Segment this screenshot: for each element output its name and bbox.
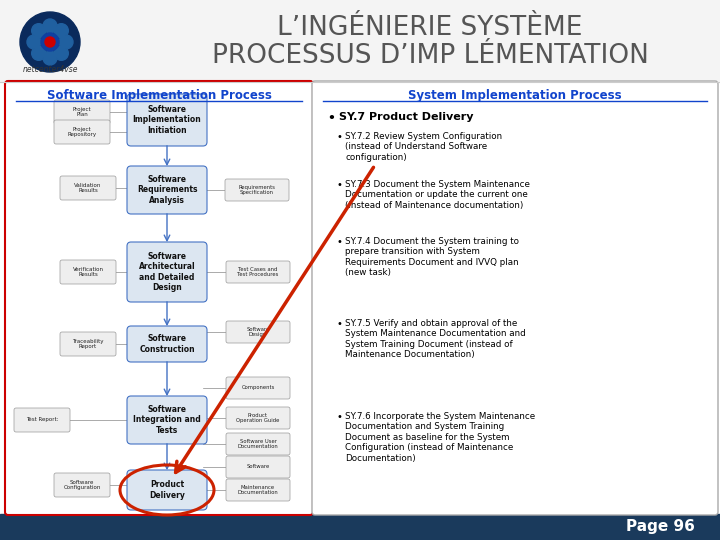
Text: Product
Operation Guide: Product Operation Guide xyxy=(236,413,279,423)
Circle shape xyxy=(43,19,57,33)
Text: SY.7.2 Review System Configuration
(instead of Understand Software
configuration: SY.7.2 Review System Configuration (inst… xyxy=(345,132,502,162)
Text: Software
Implementation
Initiation: Software Implementation Initiation xyxy=(132,105,202,135)
FancyBboxPatch shape xyxy=(14,408,70,432)
FancyBboxPatch shape xyxy=(127,242,207,302)
Circle shape xyxy=(20,12,80,72)
Text: Software
Integration and
Tests: Software Integration and Tests xyxy=(133,405,201,435)
Circle shape xyxy=(59,35,73,49)
Text: Project
Repository: Project Repository xyxy=(68,126,96,137)
Circle shape xyxy=(27,35,41,49)
Text: •: • xyxy=(337,412,343,422)
Circle shape xyxy=(41,33,59,51)
Text: Verification
Results: Verification Results xyxy=(73,267,104,278)
Circle shape xyxy=(45,37,55,47)
FancyBboxPatch shape xyxy=(60,176,116,200)
FancyBboxPatch shape xyxy=(225,179,289,201)
Text: •: • xyxy=(337,319,343,329)
FancyBboxPatch shape xyxy=(127,326,207,362)
Text: SY.7 Product Delivery: SY.7 Product Delivery xyxy=(339,112,474,122)
Text: Software User
Documentation: Software User Documentation xyxy=(238,438,279,449)
FancyBboxPatch shape xyxy=(127,166,207,214)
FancyBboxPatch shape xyxy=(226,479,290,501)
Bar xyxy=(0,514,720,540)
Text: Software
Architectural
and Detailed
Design: Software Architectural and Detailed Desi… xyxy=(139,252,195,292)
Text: PROCESSUS D’IMP LÉMENTATION: PROCESSUS D’IMP LÉMENTATION xyxy=(212,43,649,69)
Text: •: • xyxy=(327,112,335,125)
Text: Components: Components xyxy=(241,386,275,390)
FancyBboxPatch shape xyxy=(312,81,718,515)
Text: Product
Delivery: Product Delivery xyxy=(149,480,185,500)
FancyBboxPatch shape xyxy=(127,396,207,444)
FancyBboxPatch shape xyxy=(127,470,207,510)
FancyBboxPatch shape xyxy=(54,120,110,144)
Text: Software
Requirements
Analysis: Software Requirements Analysis xyxy=(137,175,197,205)
FancyBboxPatch shape xyxy=(60,332,116,356)
FancyBboxPatch shape xyxy=(226,377,290,399)
FancyBboxPatch shape xyxy=(60,260,116,284)
FancyBboxPatch shape xyxy=(226,407,290,429)
FancyBboxPatch shape xyxy=(226,456,290,478)
Text: Requirements
Specification: Requirements Specification xyxy=(238,185,276,195)
Text: Software Implementation Process: Software Implementation Process xyxy=(47,89,271,102)
FancyBboxPatch shape xyxy=(54,100,110,124)
Circle shape xyxy=(32,24,45,38)
Text: SY.7.6 Incorporate the System Maintenance
Documentation and System Training
Docu: SY.7.6 Incorporate the System Maintenanc… xyxy=(345,412,535,463)
Text: Project
Plan: Project Plan xyxy=(73,106,91,117)
Circle shape xyxy=(54,46,68,60)
Text: Maintenance
Documentation: Maintenance Documentation xyxy=(238,484,279,495)
Text: Traceability
Report: Traceability Report xyxy=(72,339,104,349)
Text: Software: Software xyxy=(246,464,269,469)
FancyBboxPatch shape xyxy=(226,321,290,343)
Text: Software
Design: Software Design xyxy=(246,327,269,338)
FancyBboxPatch shape xyxy=(226,433,290,455)
Text: Software
Construction: Software Construction xyxy=(139,334,195,354)
FancyBboxPatch shape xyxy=(5,81,313,515)
Text: SY.7.3 Document the System Maintenance
Documentation or update the current one
(: SY.7.3 Document the System Maintenance D… xyxy=(345,180,530,210)
Text: System Implementation Process: System Implementation Process xyxy=(408,89,622,102)
Circle shape xyxy=(43,51,57,65)
Circle shape xyxy=(32,46,45,60)
Text: SY.7.4 Document the System training to
prepare transition with System
Requiremen: SY.7.4 Document the System training to p… xyxy=(345,237,519,277)
Text: Page 96: Page 96 xyxy=(626,519,694,535)
FancyBboxPatch shape xyxy=(127,94,207,146)
Text: Software
Configuration: Software Configuration xyxy=(63,480,101,490)
FancyBboxPatch shape xyxy=(226,261,290,283)
Text: Test Cases and
Test Procedures: Test Cases and Test Procedures xyxy=(238,267,279,278)
FancyBboxPatch shape xyxy=(54,473,110,497)
Text: Test Report:: Test Report: xyxy=(26,417,58,422)
Text: L’INGÉNIERIE SYSTÈME: L’INGÉNIERIE SYSTÈME xyxy=(277,15,582,41)
Text: Validation
Results: Validation Results xyxy=(74,183,102,193)
Bar xyxy=(0,0,720,82)
Circle shape xyxy=(54,24,68,38)
Text: •: • xyxy=(337,237,343,247)
Text: •: • xyxy=(337,132,343,142)
Text: netcenter4vse: netcenter4vse xyxy=(22,65,78,75)
Text: •: • xyxy=(337,180,343,190)
Text: SY.7.5 Verify and obtain approval of the
System Maintenance Documentation and
Sy: SY.7.5 Verify and obtain approval of the… xyxy=(345,319,526,359)
